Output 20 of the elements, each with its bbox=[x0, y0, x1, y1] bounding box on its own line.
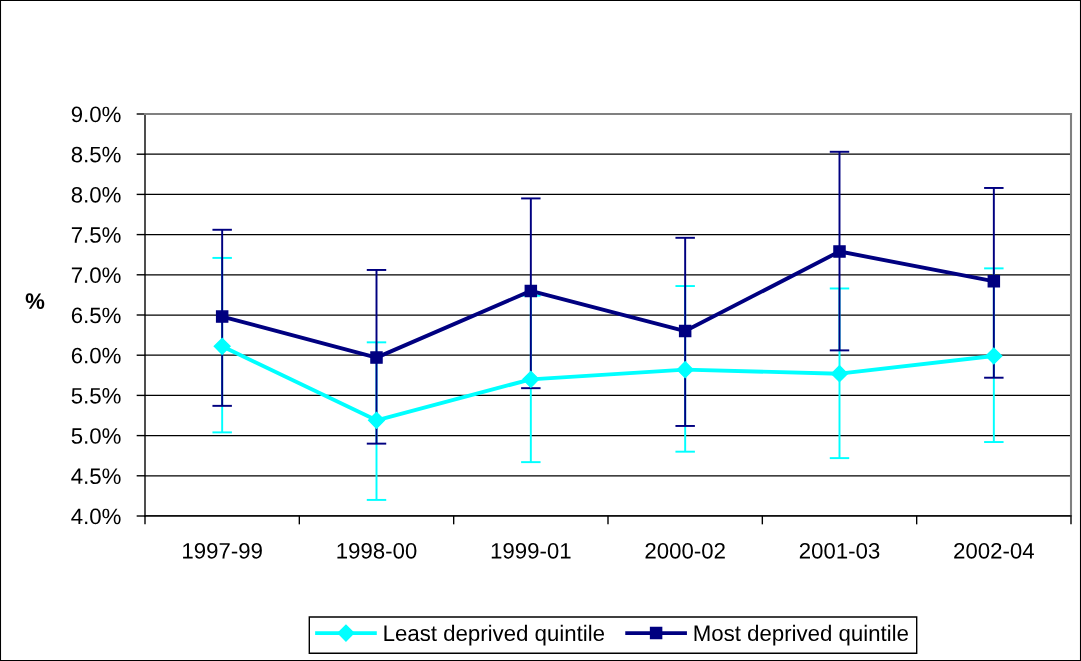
legend-label: Least deprived quintile bbox=[384, 624, 605, 646]
x-tick-label: 2000-02 bbox=[645, 542, 725, 559]
y-tick-label: 8.0% bbox=[71, 186, 121, 203]
x-tick-label: 1997-99 bbox=[183, 542, 262, 559]
x-tick-label: 2001-03 bbox=[799, 542, 880, 559]
y-tick-label: 4.0% bbox=[71, 508, 121, 525]
y-axis-title: % bbox=[25, 293, 45, 309]
y-tick-label: 6.5% bbox=[71, 307, 121, 324]
x-tick-label: 2002-04 bbox=[954, 542, 1034, 559]
y-tick-label: 5.0% bbox=[71, 428, 121, 444]
y-tick-label: 6.0% bbox=[71, 347, 121, 364]
y-tick-label: 7.5% bbox=[71, 227, 121, 243]
y-tick-label: 9.0% bbox=[71, 106, 121, 123]
x-tick-label: 1999-01 bbox=[491, 542, 571, 559]
x-tick-label: 1998-00 bbox=[337, 542, 417, 559]
legend-label: Most deprived quintile bbox=[694, 624, 908, 646]
y-tick-label: 7.0% bbox=[71, 267, 121, 284]
y-tick-label: 4.5% bbox=[71, 468, 121, 485]
y-tick-label: 5.5% bbox=[71, 388, 121, 404]
y-tick-label: 8.5% bbox=[71, 146, 121, 163]
